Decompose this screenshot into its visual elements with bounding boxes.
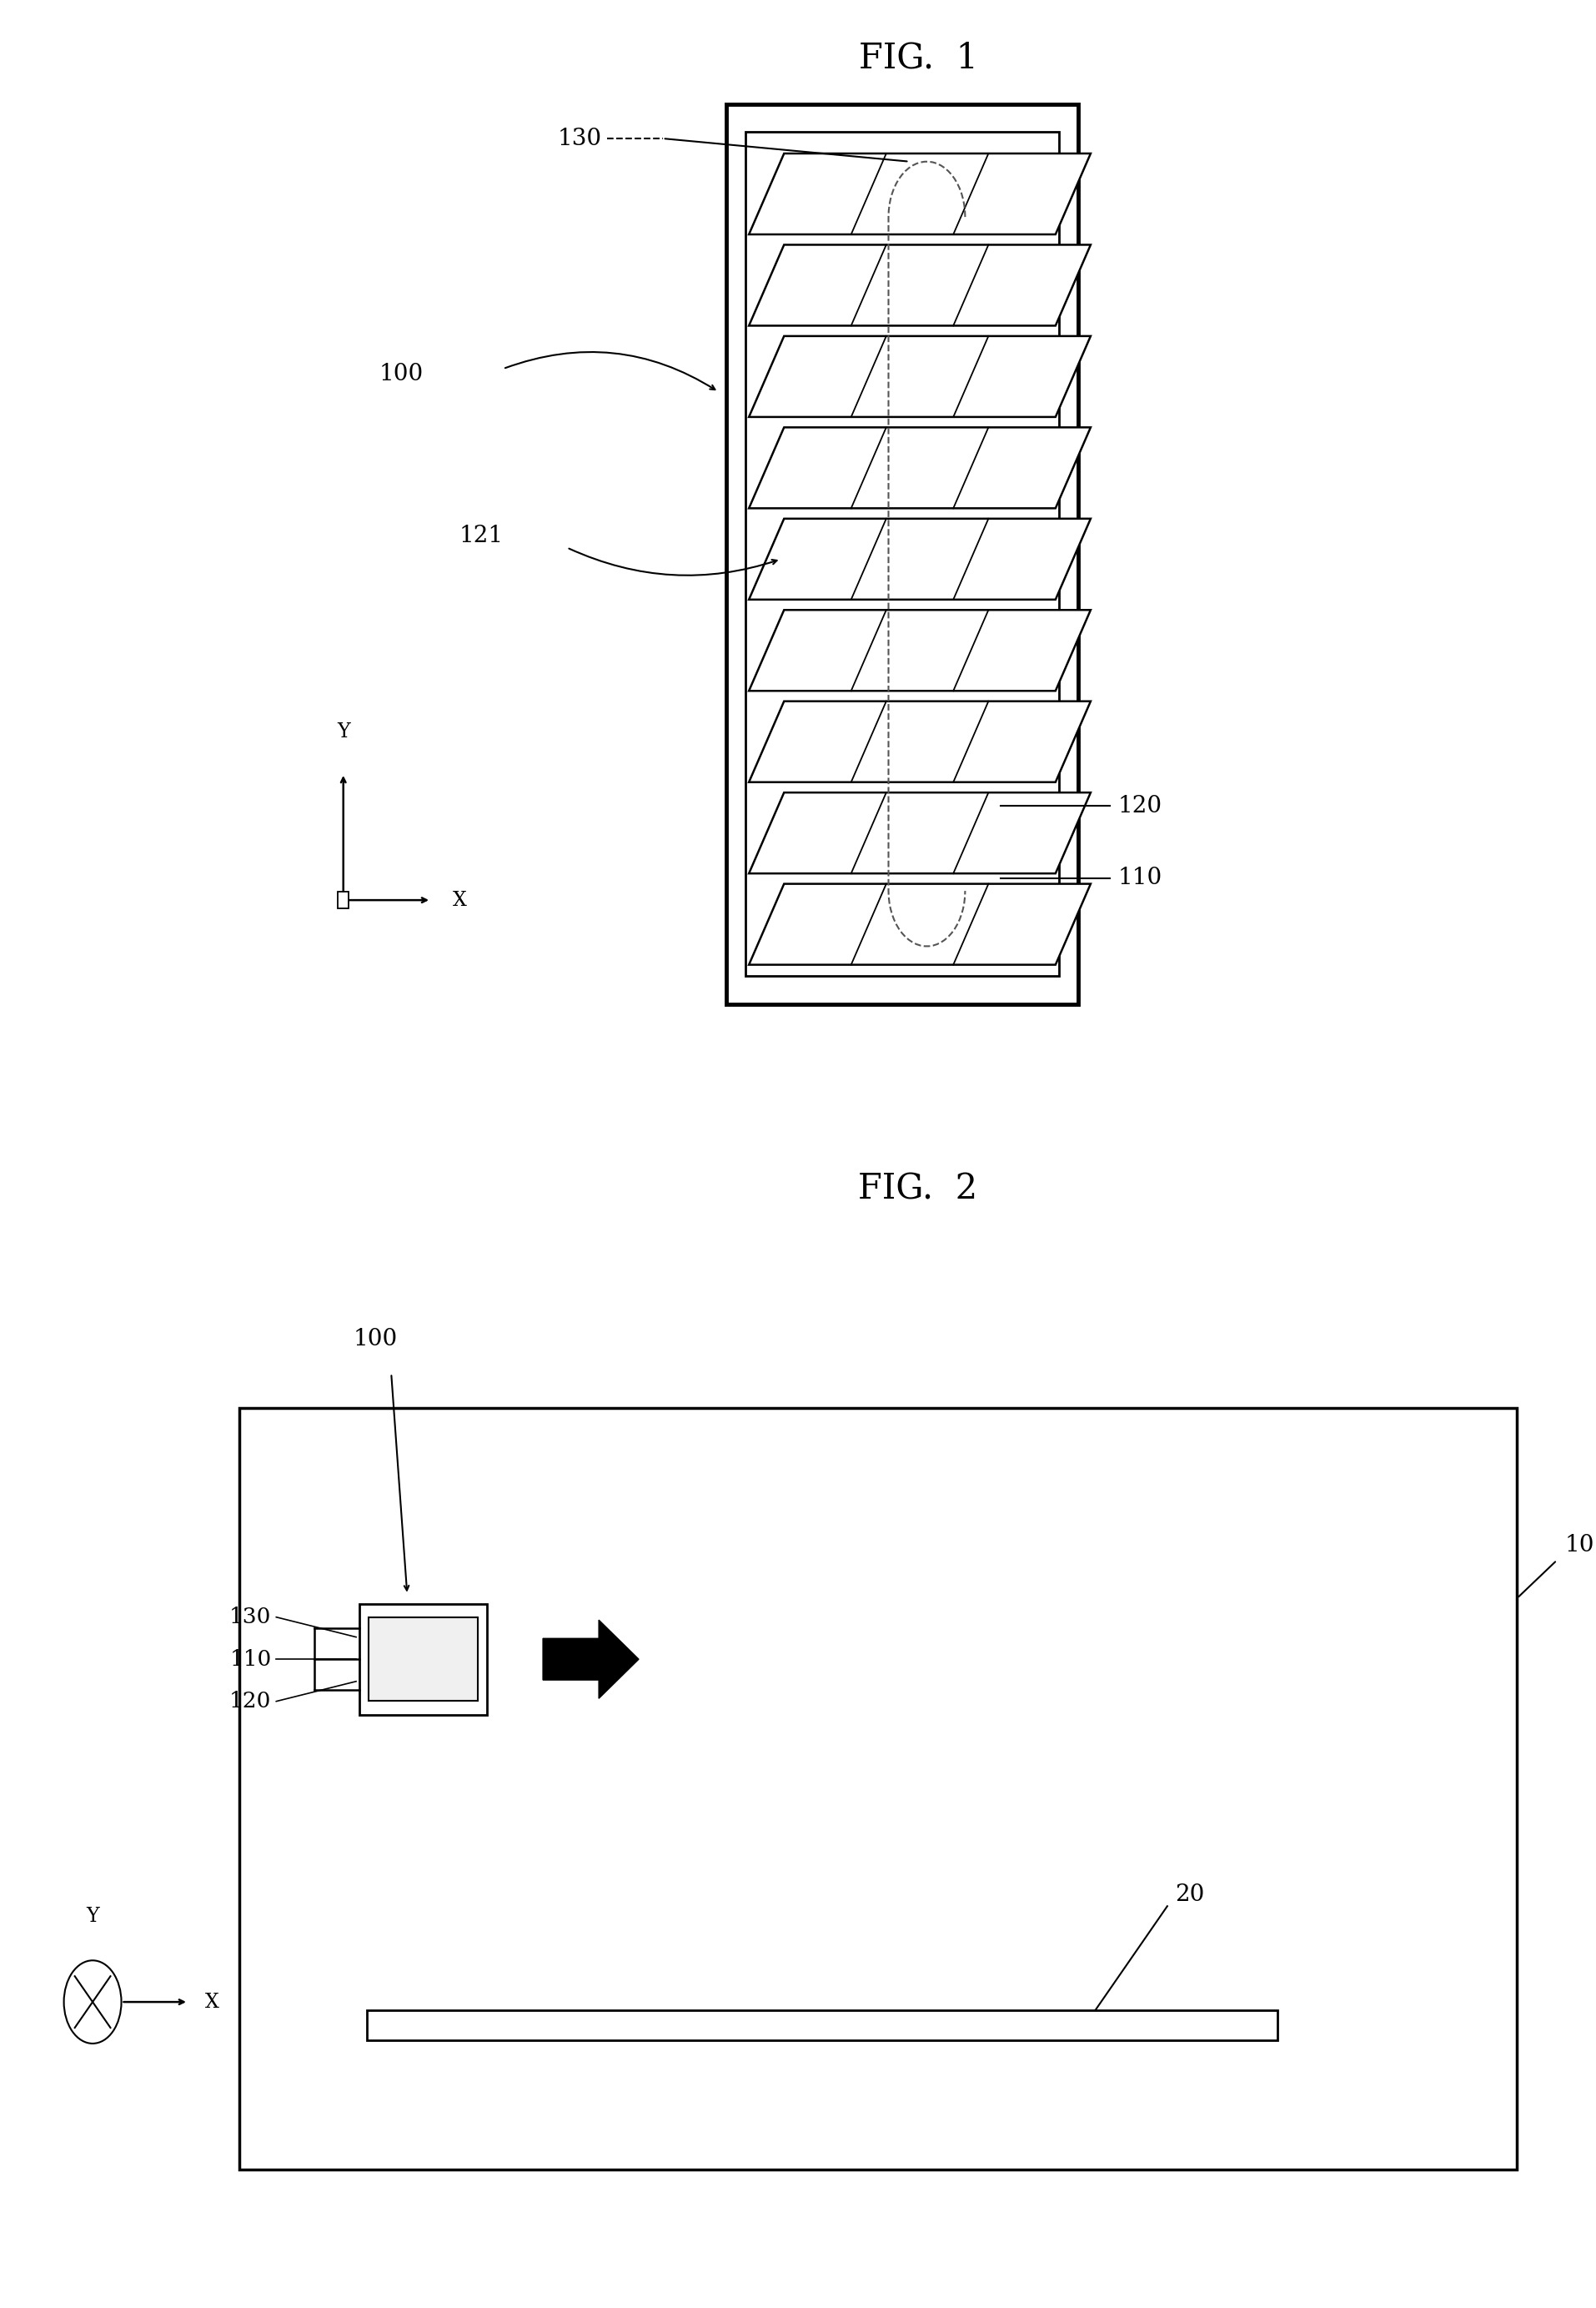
Text: FIG.  1: FIG. 1: [859, 39, 977, 76]
Text: 10: 10: [1564, 1535, 1594, 1556]
Polygon shape: [749, 792, 1090, 872]
Text: Y: Y: [337, 722, 350, 741]
Bar: [745, 132, 1058, 976]
Polygon shape: [749, 519, 1090, 600]
Bar: [359, 1604, 487, 1715]
Text: 110: 110: [1117, 868, 1162, 889]
Polygon shape: [749, 884, 1090, 965]
Text: FIG.  2: FIG. 2: [859, 1170, 977, 1207]
Text: 120: 120: [230, 1692, 271, 1713]
Text: 130: 130: [557, 127, 602, 150]
Text: 110: 110: [230, 1648, 271, 1669]
Polygon shape: [749, 337, 1090, 418]
Text: X: X: [453, 891, 466, 909]
FancyArrow shape: [543, 1620, 638, 1699]
Text: 20: 20: [1175, 1883, 1203, 1906]
Polygon shape: [749, 152, 1090, 235]
Bar: [239, 1408, 1516, 2170]
Text: 100: 100: [378, 362, 423, 385]
Polygon shape: [749, 702, 1090, 782]
Text: 100: 100: [353, 1327, 397, 1350]
Bar: [367, 2010, 1277, 2040]
Text: 120: 120: [1117, 794, 1162, 817]
Polygon shape: [749, 245, 1090, 325]
Bar: [369, 1618, 477, 1701]
Polygon shape: [749, 427, 1090, 508]
Circle shape: [64, 1959, 121, 2043]
Text: X: X: [206, 1992, 219, 2013]
Text: 121: 121: [458, 524, 503, 547]
Bar: [726, 104, 1077, 1004]
Text: 130: 130: [230, 1606, 271, 1627]
Polygon shape: [749, 609, 1090, 690]
Bar: [338, 891, 350, 907]
Text: Y: Y: [86, 1906, 99, 1925]
